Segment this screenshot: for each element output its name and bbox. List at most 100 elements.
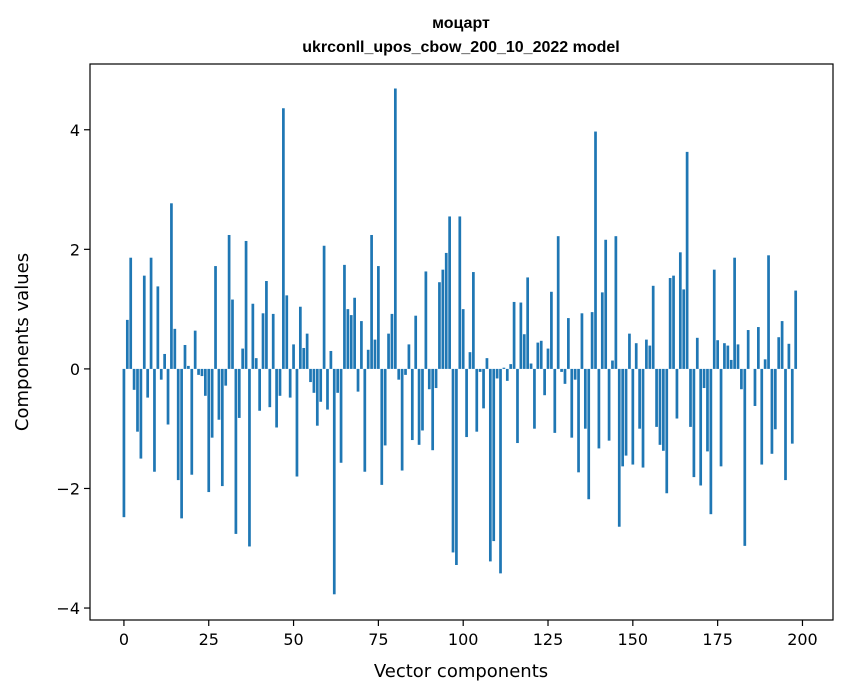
bar-132 xyxy=(570,368,574,438)
bar-92 xyxy=(434,368,438,389)
bar-120 xyxy=(529,363,533,369)
bar-52 xyxy=(298,306,302,369)
bar-9 xyxy=(153,368,156,472)
bar-162 xyxy=(672,275,675,369)
chart-subtitle: ukrconll_upos_cbow_200_10_2022 model xyxy=(302,39,619,56)
bar-112 xyxy=(502,367,506,369)
bar-129 xyxy=(560,368,563,372)
y-tick-label: −2 xyxy=(56,479,80,498)
bar-68 xyxy=(353,297,356,369)
bar-0 xyxy=(122,368,126,518)
bar-139 xyxy=(594,131,597,369)
bar-130 xyxy=(563,368,567,384)
bar-27 xyxy=(214,266,217,369)
bar-152 xyxy=(638,368,641,429)
bar-141 xyxy=(600,292,604,369)
y-axis-label: Components values xyxy=(12,253,33,431)
bar-82 xyxy=(400,368,404,471)
bar-124 xyxy=(543,368,546,396)
bar-78 xyxy=(387,333,390,369)
bar-191 xyxy=(770,368,774,454)
bar-144 xyxy=(611,360,614,369)
bar-36 xyxy=(244,240,248,369)
bar-25 xyxy=(207,368,211,493)
bar-62 xyxy=(332,368,336,595)
bar-170 xyxy=(699,368,703,486)
bar-114 xyxy=(509,364,513,369)
bar-76 xyxy=(380,368,384,485)
bar-153 xyxy=(641,368,645,468)
bar-86 xyxy=(414,315,418,369)
bar-183 xyxy=(743,368,747,546)
bar-77 xyxy=(383,368,387,446)
plot-area-frame xyxy=(89,63,834,621)
bar-22 xyxy=(197,368,200,375)
bar-158 xyxy=(658,368,662,445)
bar-31 xyxy=(227,234,231,369)
bar-188 xyxy=(760,368,764,465)
bar-26 xyxy=(210,368,214,438)
bar-180 xyxy=(733,257,736,369)
bar-99 xyxy=(458,216,462,369)
bar-5 xyxy=(139,368,143,459)
bar-150 xyxy=(631,368,635,465)
x-axis-ticks: 0 25 50 75 100 125 150 175 200 xyxy=(119,620,818,649)
bar-75 xyxy=(377,266,380,369)
x-tick-label: 25 xyxy=(199,630,219,649)
bar-17 xyxy=(180,368,183,519)
y-tick-label: 4 xyxy=(70,121,80,140)
x-tick-label: 150 xyxy=(618,630,649,649)
bar-13 xyxy=(166,368,170,425)
bar-79 xyxy=(390,313,394,369)
bar-190 xyxy=(767,255,770,369)
bar-43 xyxy=(268,368,272,408)
bar-87 xyxy=(417,368,421,445)
bar-118 xyxy=(522,334,526,369)
x-axis-label: Vector components xyxy=(374,661,548,682)
bar-6 xyxy=(142,275,146,369)
bar-91 xyxy=(431,368,435,451)
bar-116 xyxy=(516,368,519,444)
bar-164 xyxy=(678,252,682,369)
bar-137 xyxy=(587,368,591,500)
bar-20 xyxy=(190,368,194,475)
bar-100 xyxy=(461,309,465,369)
bar-95 xyxy=(444,252,448,369)
bar-147 xyxy=(621,368,625,467)
bar-42 xyxy=(265,281,268,369)
bar-35 xyxy=(241,348,245,369)
bar-56 xyxy=(312,368,316,393)
bar-194 xyxy=(780,321,784,369)
x-tick-label: 50 xyxy=(283,630,303,649)
bar-156 xyxy=(651,285,655,369)
bar-167 xyxy=(689,368,692,427)
bar-49 xyxy=(288,368,292,398)
bar-177 xyxy=(723,343,726,369)
bar-169 xyxy=(695,337,699,369)
bar-39 xyxy=(254,358,258,369)
bar-135 xyxy=(580,313,584,369)
bar-154 xyxy=(645,339,648,369)
x-tick-label: 200 xyxy=(787,630,818,649)
bar-33 xyxy=(234,368,238,534)
bar-38 xyxy=(251,303,255,369)
bar-19 xyxy=(187,365,190,369)
bar-71 xyxy=(363,368,367,472)
bar-44 xyxy=(271,313,275,369)
bar-193 xyxy=(777,337,781,369)
bar-69 xyxy=(356,368,360,392)
bar-117 xyxy=(519,302,523,369)
x-tick-label: 125 xyxy=(533,630,564,649)
bar-160 xyxy=(665,368,669,494)
bar-29 xyxy=(220,368,224,487)
bar-85 xyxy=(410,368,414,441)
bar-84 xyxy=(407,344,411,369)
bar-28 xyxy=(217,368,221,420)
bar-54 xyxy=(305,333,309,369)
bar-165 xyxy=(682,289,686,369)
bar-61 xyxy=(329,350,333,369)
bar-148 xyxy=(624,368,628,456)
bar-107 xyxy=(485,358,489,369)
bar-184 xyxy=(746,330,750,369)
bar-2 xyxy=(129,257,133,369)
